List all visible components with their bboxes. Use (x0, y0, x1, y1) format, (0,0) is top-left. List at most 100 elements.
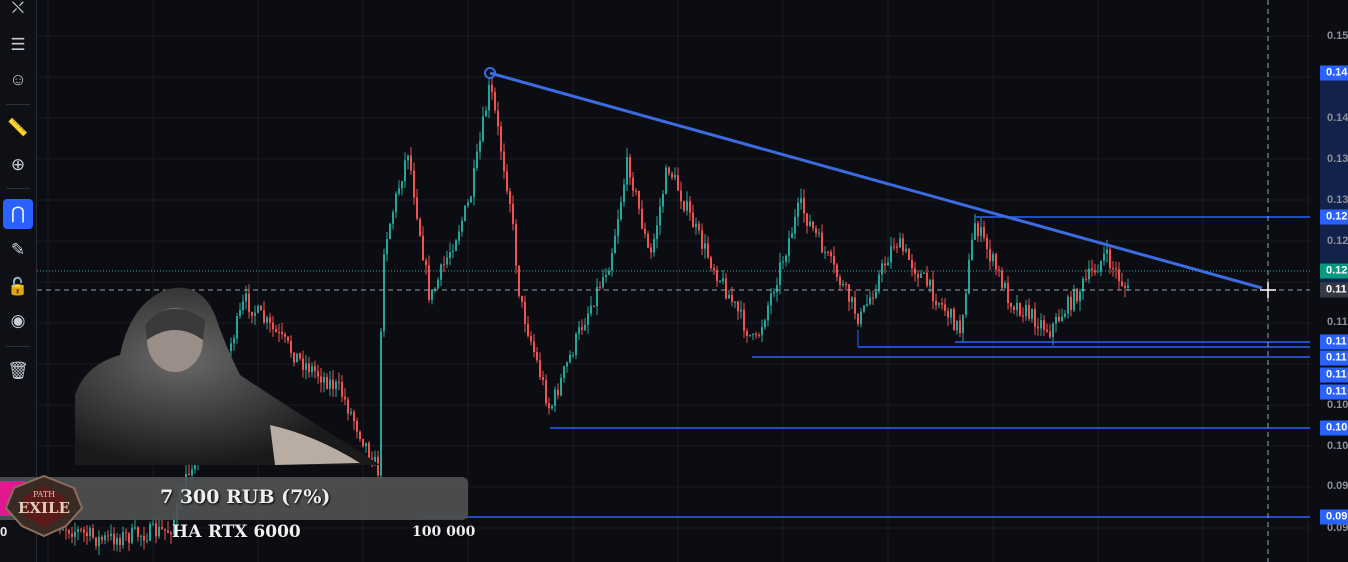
candle-body (398, 188, 400, 194)
candle-body (632, 177, 634, 191)
candle-body (170, 532, 172, 535)
candle-body (617, 219, 619, 236)
candle-body (590, 305, 592, 314)
candle-body (356, 421, 358, 432)
candle-body (851, 297, 853, 302)
candle-body (1058, 316, 1060, 322)
toolbar-divider (6, 188, 30, 189)
candle-body (233, 338, 235, 344)
unlock-tool-button[interactable]: 🔓 (3, 272, 33, 302)
candle-body (887, 262, 889, 266)
candle-body (1025, 305, 1027, 317)
magnet-tool-button[interactable]: ⋂ (3, 199, 33, 229)
candle-body (287, 336, 289, 341)
candle-body (824, 251, 826, 253)
price-tick-label: 0.14 (1327, 112, 1348, 124)
candle-body (752, 333, 754, 335)
candle-body (548, 403, 550, 409)
price-chart[interactable] (37, 0, 1310, 562)
candle-body (143, 535, 145, 541)
lock-drawing-tool-button[interactable]: ✎ (3, 235, 33, 265)
candle-body (1091, 268, 1093, 271)
price-axis[interactable]: 0.15 0.14 0.13 0.13 0.12 0.11 0.10 0.10 0.09 0.09… (1310, 0, 1348, 562)
eye-tool-button[interactable]: ◉ (3, 306, 33, 336)
ruler-tool-button[interactable]: 📏 (3, 113, 33, 143)
candle-body (539, 360, 541, 377)
candle-body (641, 208, 643, 229)
candle-body (599, 286, 601, 288)
candle-body (812, 221, 814, 229)
candle-body (968, 259, 970, 294)
candle-body (860, 311, 862, 325)
drawing-toolbar: ⛌ ☰ ☺ 📏 ⊕ ⋂ ✎ 🔓 ◉ 🗑 (0, 0, 37, 562)
candle-body (833, 256, 835, 265)
candle-body (257, 305, 259, 313)
candle-body (263, 310, 265, 323)
candle-body (1109, 249, 1111, 268)
candle-body (977, 223, 979, 237)
candle-body (893, 246, 895, 248)
candle-body (686, 201, 688, 211)
candle-body (266, 317, 268, 323)
candle-body (188, 473, 190, 476)
candle-body (698, 223, 700, 231)
candle-body (605, 274, 607, 277)
candle-body (347, 399, 349, 414)
candle-body (428, 265, 430, 300)
candle-body (485, 110, 487, 117)
candle-body (368, 442, 370, 459)
candle-body (95, 537, 97, 546)
candle-body (314, 366, 316, 372)
candle-body (848, 284, 850, 302)
candle-body (926, 272, 928, 286)
candle-body (401, 181, 403, 189)
pattern-tool-button[interactable]: ⛌ (3, 0, 33, 23)
candle-body (71, 533, 73, 537)
candle-body (914, 268, 916, 275)
candle-body (173, 518, 175, 535)
candle-body (725, 278, 727, 299)
candle-body (578, 327, 580, 334)
candle-body (638, 190, 640, 209)
zoom-in-tool-button[interactable]: ⊕ (3, 150, 33, 180)
candle-body (524, 301, 526, 324)
candle-body (587, 313, 589, 325)
candle-body (746, 331, 748, 336)
candle-body (845, 283, 847, 285)
candle-body (959, 320, 961, 334)
candle-body (869, 297, 871, 305)
candle-body (125, 532, 127, 534)
candle-body (500, 126, 502, 152)
candle-body (839, 276, 841, 286)
candle-body (134, 527, 136, 529)
candle-body (404, 160, 406, 182)
candle-body (341, 382, 343, 397)
candle-body (566, 362, 568, 367)
trash-tool-button[interactable]: 🗑 (3, 356, 33, 386)
svg-text:EXILE: EXILE (18, 499, 70, 517)
candle-body (461, 220, 463, 232)
candle-body (242, 301, 244, 310)
candle-body (836, 264, 838, 277)
emoji-tool-button[interactable]: ☺ (3, 65, 33, 95)
candle-body (602, 276, 604, 288)
candle-body (800, 198, 802, 203)
candle-body (62, 529, 64, 531)
candle-body (119, 537, 121, 546)
path-of-exile-logo: PATH EXILE (4, 474, 84, 538)
candle-body (554, 389, 556, 406)
candle-body (596, 286, 598, 307)
fib-lines-tool-button[interactable]: ☰ (3, 30, 33, 60)
candle-body (785, 255, 787, 262)
candle-body (749, 334, 751, 336)
candle-body (1124, 285, 1126, 288)
candle-body (929, 279, 931, 286)
candle-body (1088, 268, 1090, 280)
candle-body (767, 305, 769, 321)
candle-body (83, 529, 85, 533)
candle-body (362, 438, 364, 446)
candle-body (1064, 313, 1066, 317)
candle-body (1037, 326, 1039, 329)
candle-body (611, 253, 613, 271)
candle-body (407, 155, 409, 161)
